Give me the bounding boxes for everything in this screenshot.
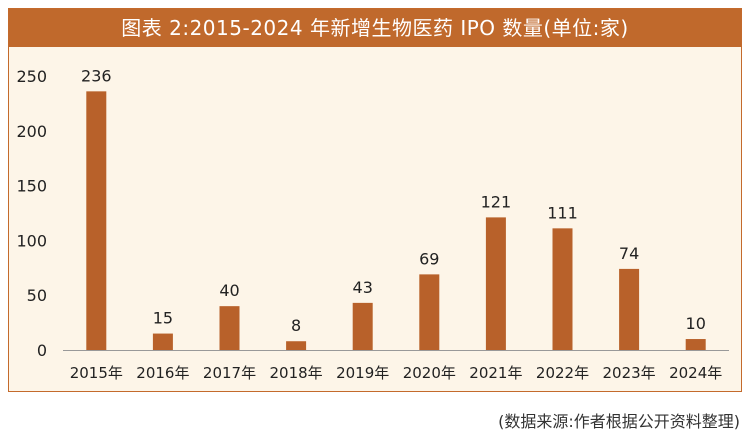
x-tick-label: 2023年: [603, 364, 656, 382]
y-tick-label: 100: [16, 231, 47, 250]
bar: [485, 217, 506, 350]
bar: [685, 339, 706, 350]
bar: [86, 91, 107, 351]
data-label: 69: [419, 249, 439, 268]
y-tick-label: 200: [16, 122, 47, 141]
chart-plot: 0 50 100 150 200 250 236 2015年 15 2016年 40 2017年 8 20…: [16, 66, 729, 382]
data-label: 121: [481, 192, 512, 211]
y-tick-label: 150: [16, 177, 47, 196]
x-tick-label: 2022年: [536, 364, 589, 382]
bar: [219, 306, 240, 350]
data-label: 111: [547, 203, 578, 222]
bar: [352, 302, 373, 350]
y-tick-label: 250: [16, 67, 47, 86]
x-tick-label: 2017年: [203, 364, 256, 382]
bar: [152, 333, 173, 350]
bar: [419, 274, 440, 350]
data-label: 236: [81, 66, 112, 85]
data-label: 10: [686, 314, 706, 333]
source-note: (数据来源:作者根据公开资料整理): [498, 412, 740, 431]
data-label: 40: [219, 281, 239, 300]
chart-title: 图表 2:2015-2024 年新增生物医药 IPO 数量(单位:家): [9, 9, 741, 47]
bar: [552, 228, 573, 350]
x-tick-label: 2019年: [336, 364, 389, 382]
bar: [286, 341, 307, 350]
data-label: 74: [619, 244, 639, 263]
data-label: 15: [153, 309, 173, 328]
x-tick-label: 2024年: [669, 364, 722, 382]
chart-figure: 图表 2:2015-2024 年新增生物医药 IPO 数量(单位:家) 0 50 1…: [8, 8, 742, 392]
data-label: 43: [353, 278, 373, 297]
x-tick-label: 2015年: [70, 364, 123, 382]
x-tick-label: 2016年: [136, 364, 189, 382]
y-tick-label: 0: [37, 341, 47, 360]
x-tick-label: 2018年: [270, 364, 323, 382]
x-tick-label: 2020年: [403, 364, 456, 382]
y-tick-label: 50: [27, 286, 47, 305]
bar: [619, 268, 640, 350]
data-label: 8: [291, 316, 301, 335]
x-tick-label: 2021年: [469, 364, 522, 382]
